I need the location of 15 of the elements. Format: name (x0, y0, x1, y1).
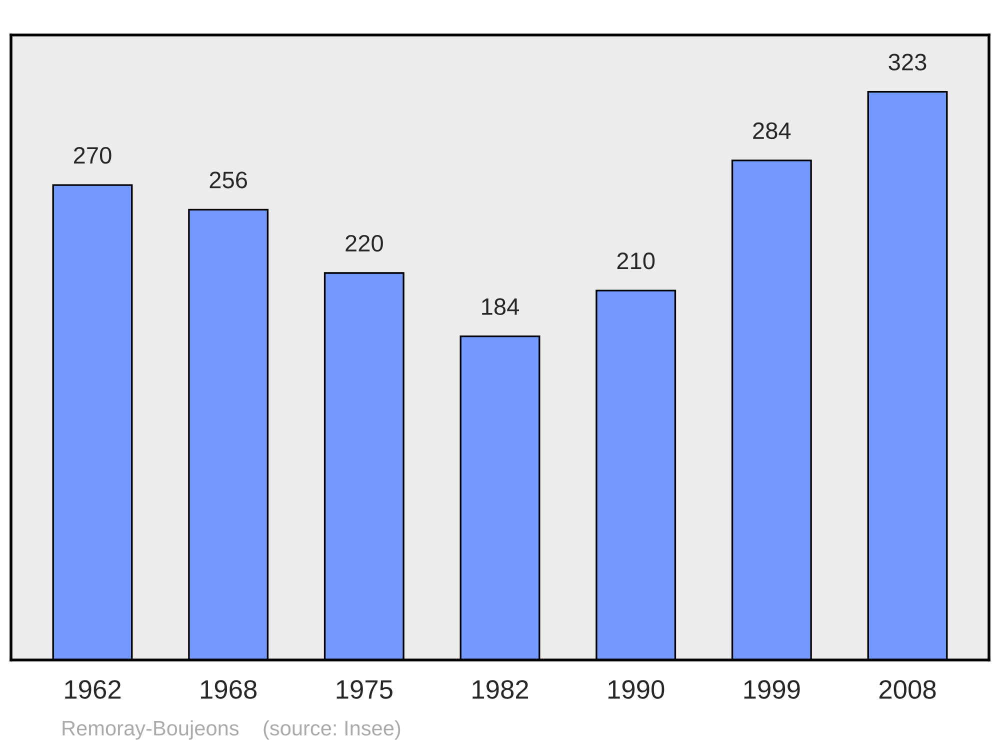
x-tick-label: 1968 (200, 680, 257, 699)
x-tick-label: 1982 (472, 680, 528, 699)
x-tick-label: 1999 (744, 680, 800, 699)
x-tick-label: 1975 (336, 680, 392, 699)
x-tick-label: 1990 (608, 680, 664, 699)
x-tick-label: 2008 (879, 680, 936, 699)
text: Remoray-Boujeons (source: Insee) (62, 720, 400, 740)
data-label: 323 (888, 54, 926, 70)
data-label: 220 (346, 234, 383, 252)
data-label: 210 (617, 252, 655, 270)
data-label: 256 (210, 172, 247, 188)
data-label: 284 (753, 122, 791, 140)
data-label: 184 (482, 298, 520, 315)
x-tick-label: 1962 (65, 680, 121, 699)
data-label: 270 (74, 146, 112, 164)
